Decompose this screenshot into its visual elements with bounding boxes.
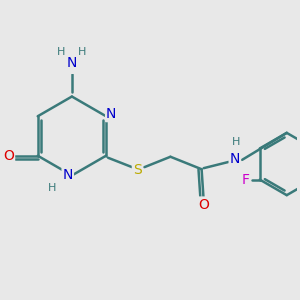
Text: S: S bbox=[133, 163, 142, 177]
Text: O: O bbox=[3, 149, 14, 163]
Text: N: N bbox=[230, 152, 240, 166]
Text: F: F bbox=[241, 172, 249, 187]
Text: O: O bbox=[198, 197, 209, 212]
Text: N: N bbox=[63, 168, 73, 182]
Text: H: H bbox=[57, 47, 66, 57]
Text: H: H bbox=[78, 47, 86, 57]
Text: N: N bbox=[67, 56, 77, 70]
Text: H: H bbox=[48, 183, 56, 193]
Text: N: N bbox=[106, 107, 116, 121]
Text: H: H bbox=[232, 137, 240, 147]
